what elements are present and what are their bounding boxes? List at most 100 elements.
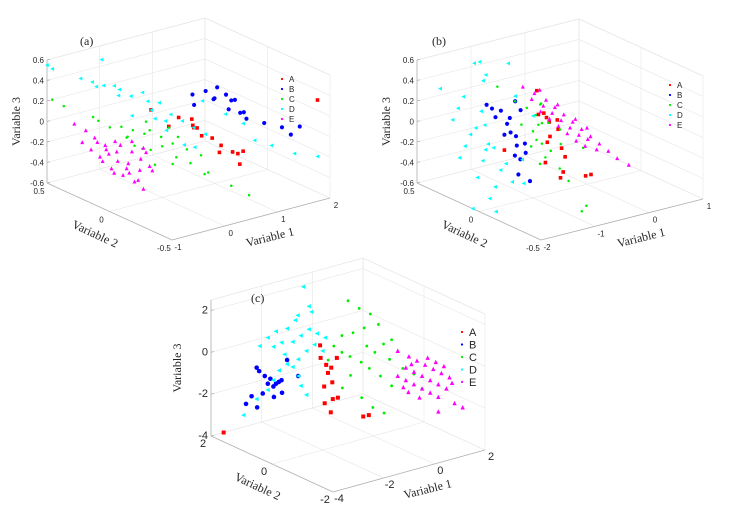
point-C <box>558 167 561 170</box>
point-D <box>164 128 169 133</box>
point-A <box>334 355 339 360</box>
point-C <box>340 350 344 354</box>
point-C <box>340 334 344 337</box>
point-B <box>514 143 519 148</box>
point-C <box>189 161 192 165</box>
point-D <box>480 158 485 163</box>
point-C <box>203 172 206 176</box>
legend-marker-E <box>668 123 672 127</box>
point-E <box>112 170 117 175</box>
point-D <box>298 333 303 338</box>
point-C <box>535 138 538 142</box>
point-D <box>116 93 121 98</box>
point-E <box>570 119 575 124</box>
point-E <box>431 366 436 372</box>
point-D <box>483 147 488 152</box>
y-axis-line <box>210 435 334 493</box>
panel-b: -2 -1 0 1 -0.5 0 0.5-0.6 -0.4 -0.2 0 0.2 0.4 0.6 Vari… <box>379 18 712 253</box>
point-E <box>436 394 441 399</box>
point-B <box>254 405 260 410</box>
z-tick-label: -0.2 <box>400 138 414 147</box>
point-D <box>241 412 246 418</box>
point-E <box>114 149 119 154</box>
point-D <box>473 126 478 130</box>
point-E <box>409 361 414 367</box>
point-C <box>368 312 372 316</box>
legend-label: A <box>469 327 477 339</box>
x-tick-label: 0 <box>437 465 443 477</box>
x-tick-label: -4 <box>334 493 344 505</box>
point-E <box>401 384 406 390</box>
point-D <box>94 84 99 89</box>
point-B <box>516 172 521 177</box>
z-tick-label: -0.4 <box>30 159 44 168</box>
point-A <box>190 123 195 128</box>
legend-marker-D <box>668 113 672 117</box>
point-A <box>583 174 588 178</box>
point-E <box>574 138 579 143</box>
legend-label: A <box>289 75 295 84</box>
point-B <box>223 92 229 97</box>
point-C <box>580 210 584 213</box>
point-A <box>543 160 548 165</box>
point-D <box>273 329 278 334</box>
point-B <box>232 97 237 102</box>
legend-marker-C <box>460 355 464 359</box>
point-A <box>555 118 560 122</box>
x-axis-line <box>332 449 486 493</box>
point-E <box>129 149 134 154</box>
point-E <box>141 186 146 191</box>
point-E <box>433 359 438 365</box>
point-E <box>406 389 411 395</box>
point-D <box>309 309 314 315</box>
point-E <box>411 382 417 387</box>
point-D <box>254 396 259 402</box>
point-C <box>371 406 375 409</box>
panel-label: (c) <box>251 291 264 305</box>
point-E <box>547 116 552 121</box>
point-A <box>190 117 194 121</box>
y-tick-label: -0.5 <box>157 244 171 253</box>
panel-label: (a) <box>80 34 93 48</box>
x-tick-label: -1 <box>597 229 605 238</box>
point-C <box>365 344 369 348</box>
point-E <box>573 116 578 121</box>
point-C <box>97 119 100 123</box>
point-C <box>520 123 523 126</box>
point-C <box>120 125 123 129</box>
legend-marker-C <box>280 97 284 101</box>
point-A <box>361 414 366 419</box>
point-D <box>482 123 487 128</box>
z-tick-label: -2 <box>198 388 208 400</box>
point-D <box>145 99 150 104</box>
point-D <box>129 113 134 118</box>
point-C <box>91 115 95 119</box>
point-A <box>542 111 546 115</box>
series-B <box>484 99 533 184</box>
point-D <box>180 119 185 124</box>
point-B <box>249 393 254 399</box>
point-D <box>477 59 482 64</box>
point-D <box>292 151 297 156</box>
point-D <box>290 339 295 345</box>
x-axis-label: Variable 1 <box>616 225 667 250</box>
legend-marker-D <box>460 368 464 371</box>
point-B <box>279 390 285 396</box>
series-A <box>221 343 371 435</box>
y-axis-label: Variable 2 <box>233 470 283 503</box>
point-C <box>373 350 377 354</box>
point-E <box>425 355 430 360</box>
z-tick-label: -0.2 <box>30 138 44 147</box>
point-D <box>252 138 257 143</box>
point-E <box>444 386 449 391</box>
point-C <box>230 184 233 187</box>
point-D <box>191 125 196 130</box>
point-E <box>529 97 534 101</box>
series-C <box>496 85 588 213</box>
point-E <box>395 348 400 353</box>
point-C <box>540 142 544 145</box>
panel-a: -1 0 1 2 -0.5 0 0.5-0.6 -0.4 -0.2 0 0.2 0.4 0.6 Varia… <box>9 17 339 253</box>
point-D <box>200 98 205 103</box>
point-E <box>555 102 560 107</box>
